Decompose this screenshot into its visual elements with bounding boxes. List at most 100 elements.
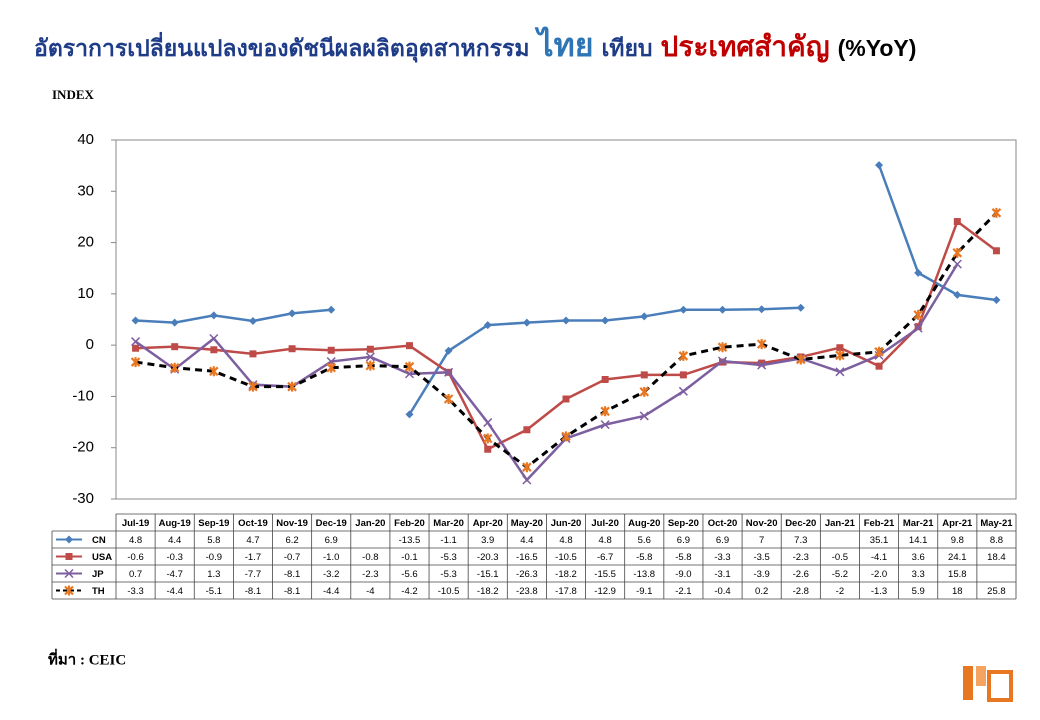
marker	[835, 350, 845, 361]
y-tick-label: 30	[77, 182, 94, 199]
marker	[523, 426, 531, 434]
table-value: -1.7	[245, 552, 261, 563]
marker	[600, 420, 610, 430]
marker	[64, 585, 74, 596]
marker	[913, 309, 923, 320]
table-value: 7	[759, 535, 764, 546]
table-value: -8.1	[284, 569, 300, 580]
x-tick-label: Dec-20	[785, 518, 816, 529]
table-value: -4.4	[323, 586, 339, 597]
table-value: 1.3	[207, 569, 220, 580]
title-part: (%YoY)	[837, 35, 917, 61]
table-value: 4.8	[129, 535, 142, 546]
table-value: 35.1	[870, 535, 889, 546]
table-value: -5.3	[440, 569, 456, 580]
table-value: -0.1	[401, 552, 417, 563]
x-tick-label: Apr-21	[942, 518, 973, 529]
marker	[522, 318, 531, 327]
table-value: -16.5	[516, 552, 538, 563]
table-value: -0.8	[362, 552, 378, 563]
title-part: อัตราการเปลี่ยนแปลงของดัชนีผลผลิตอุตสาหก…	[34, 35, 530, 61]
table-value: -3.2	[323, 569, 339, 580]
marker	[757, 305, 766, 314]
table-value: -2.6	[793, 569, 809, 580]
table-value: -1.1	[440, 535, 456, 546]
marker	[639, 411, 649, 421]
table-value: 0.2	[755, 586, 768, 597]
x-tick-label: Feb-20	[394, 518, 425, 529]
marker	[365, 360, 376, 371]
table-value: 5.9	[912, 586, 925, 597]
table-value: -7.7	[245, 569, 261, 580]
marker	[131, 316, 140, 325]
table-value: -3.5	[753, 552, 769, 563]
table-value: -1.0	[323, 552, 339, 563]
marker	[65, 553, 73, 560]
marker	[522, 462, 532, 473]
marker	[640, 371, 648, 379]
marker	[991, 207, 1002, 218]
table-value: -18.2	[555, 569, 577, 580]
marker	[483, 321, 492, 330]
marker	[327, 305, 336, 314]
table-value: -23.8	[516, 586, 538, 597]
table-value: -13.8	[633, 569, 655, 580]
table-value: -2.3	[793, 552, 809, 563]
table-value: -0.3	[167, 552, 183, 563]
marker	[366, 345, 374, 353]
table-value: -4.1	[871, 552, 887, 563]
x-tick-label: Oct-19	[238, 518, 268, 529]
table-value: -2.1	[675, 586, 691, 597]
table-value: -2	[836, 586, 844, 597]
table-value: -6.7	[597, 552, 613, 563]
y-tick-label: -10	[72, 387, 94, 404]
series-line	[134, 263, 959, 483]
table-value: -4.2	[401, 586, 417, 597]
marker	[601, 316, 610, 325]
marker	[875, 362, 883, 370]
marker	[756, 339, 767, 350]
table-value: 6.2	[285, 535, 298, 546]
marker	[796, 303, 805, 312]
table-value: 6.9	[716, 535, 729, 546]
x-tick-label: Aug-20	[628, 518, 660, 529]
x-tick-label: Sep-20	[668, 518, 699, 529]
table-value: 3.3	[912, 569, 925, 580]
x-tick-label: Nov-20	[746, 518, 778, 529]
x-tick-label: Jul-20	[591, 518, 618, 529]
marker	[484, 445, 492, 453]
marker	[482, 433, 493, 444]
y-axis-label: INDEX	[52, 87, 95, 102]
table-value: -1.3	[871, 586, 887, 597]
marker	[875, 161, 884, 170]
plot-area	[115, 139, 1017, 500]
table-value: 24.1	[948, 552, 967, 563]
table-value: -0.7	[284, 552, 300, 563]
table-value: -10.5	[555, 552, 577, 563]
table-value: -8.1	[284, 586, 300, 597]
table-value: -5.6	[401, 569, 417, 580]
marker	[132, 344, 140, 352]
x-tick-label: May-21	[980, 518, 1013, 529]
x-tick-label: Apr-20	[473, 518, 503, 529]
marker	[796, 354, 806, 365]
marker	[64, 568, 74, 579]
table-value: 4.4	[520, 535, 533, 546]
marker	[953, 218, 961, 226]
table-value: 15.8	[948, 569, 967, 580]
marker	[717, 356, 728, 366]
table-value: -9.1	[636, 586, 652, 597]
table-value: 8.8	[990, 535, 1003, 546]
marker	[209, 366, 219, 377]
table-value: -2.0	[871, 569, 887, 580]
marker	[444, 367, 454, 377]
table-value: 9.8	[951, 535, 964, 546]
table-value: -5.3	[440, 552, 456, 563]
table-value: -13.5	[399, 535, 421, 546]
table-value: -15.1	[477, 569, 499, 580]
table-value: -12.9	[594, 586, 616, 597]
marker	[248, 381, 258, 392]
table-value: 3.9	[481, 535, 494, 546]
marker	[444, 346, 453, 355]
table-value: -5.2	[832, 569, 848, 580]
